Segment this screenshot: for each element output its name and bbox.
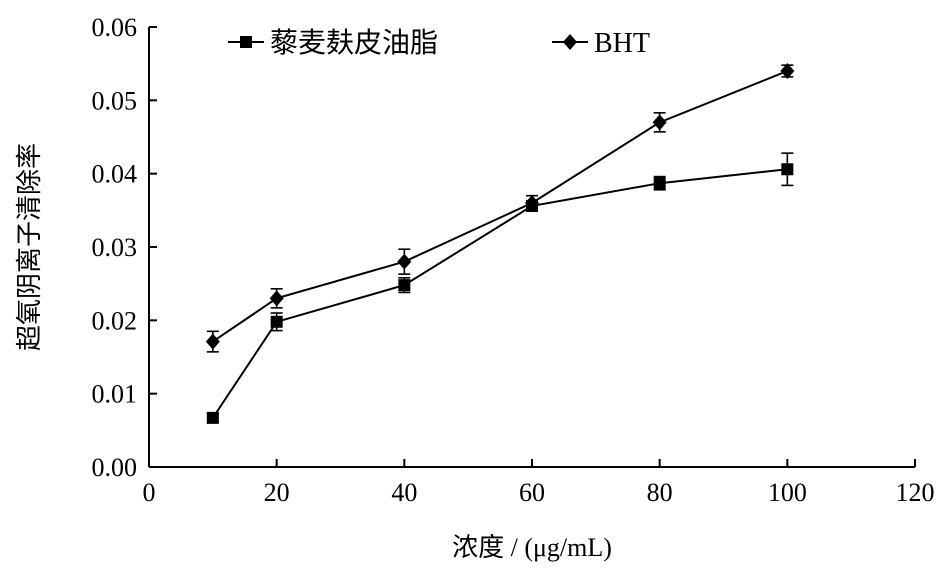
y-tick-label: 0.04 (92, 160, 138, 189)
x-tick-label: 120 (896, 478, 935, 507)
y-ticks: 0.00 0.01 0.02 0.03 0.04 0.05 0.06 (92, 13, 157, 482)
series-line (212, 168, 788, 419)
axes (148, 27, 915, 468)
legend-item-1: 藜麦麸皮油脂 (228, 27, 438, 59)
data-point (652, 114, 667, 131)
data-point (653, 177, 666, 190)
legend-label: 藜麦麸皮油脂 (270, 27, 438, 59)
data-point (780, 63, 795, 79)
y-tick-label: 0.01 (92, 380, 138, 409)
y-tick-label: 0.02 (92, 306, 138, 335)
series-layer (205, 63, 795, 424)
legend-label: BHT (594, 28, 650, 59)
data-point (206, 411, 219, 424)
series-1 (206, 152, 794, 424)
x-tick-label: 0 (143, 478, 156, 507)
legend-marker (240, 36, 252, 48)
y-axis-title: 超氧阴离子清除率 (15, 143, 44, 351)
x-tick-label: 80 (647, 478, 673, 507)
data-point (781, 163, 794, 176)
data-point (205, 333, 220, 350)
series-line (212, 70, 788, 343)
legend-marker (563, 34, 577, 50)
series-2 (205, 63, 795, 353)
y-tick-label: 0.05 (92, 86, 138, 115)
x-tick-label: 60 (519, 478, 545, 507)
x-ticks: 0 20 40 60 80 100 120 (143, 459, 935, 507)
x-tick-label: 40 (391, 478, 417, 507)
y-tick-label: 0.03 (92, 233, 138, 262)
data-point (398, 279, 411, 292)
data-point (397, 253, 412, 270)
legend: 藜麦麸皮油脂 BHT (228, 27, 650, 59)
x-tick-label: 20 (264, 478, 290, 507)
x-axis-title: 浓度 / (μg/mL) (452, 533, 612, 562)
x-tick-label: 100 (768, 478, 807, 507)
legend-item-2: BHT (552, 28, 650, 59)
y-tick-label: 0.00 (92, 453, 138, 482)
y-tick-label: 0.06 (92, 13, 138, 42)
data-point (269, 290, 284, 307)
data-point (270, 315, 283, 328)
data-point (525, 195, 539, 211)
